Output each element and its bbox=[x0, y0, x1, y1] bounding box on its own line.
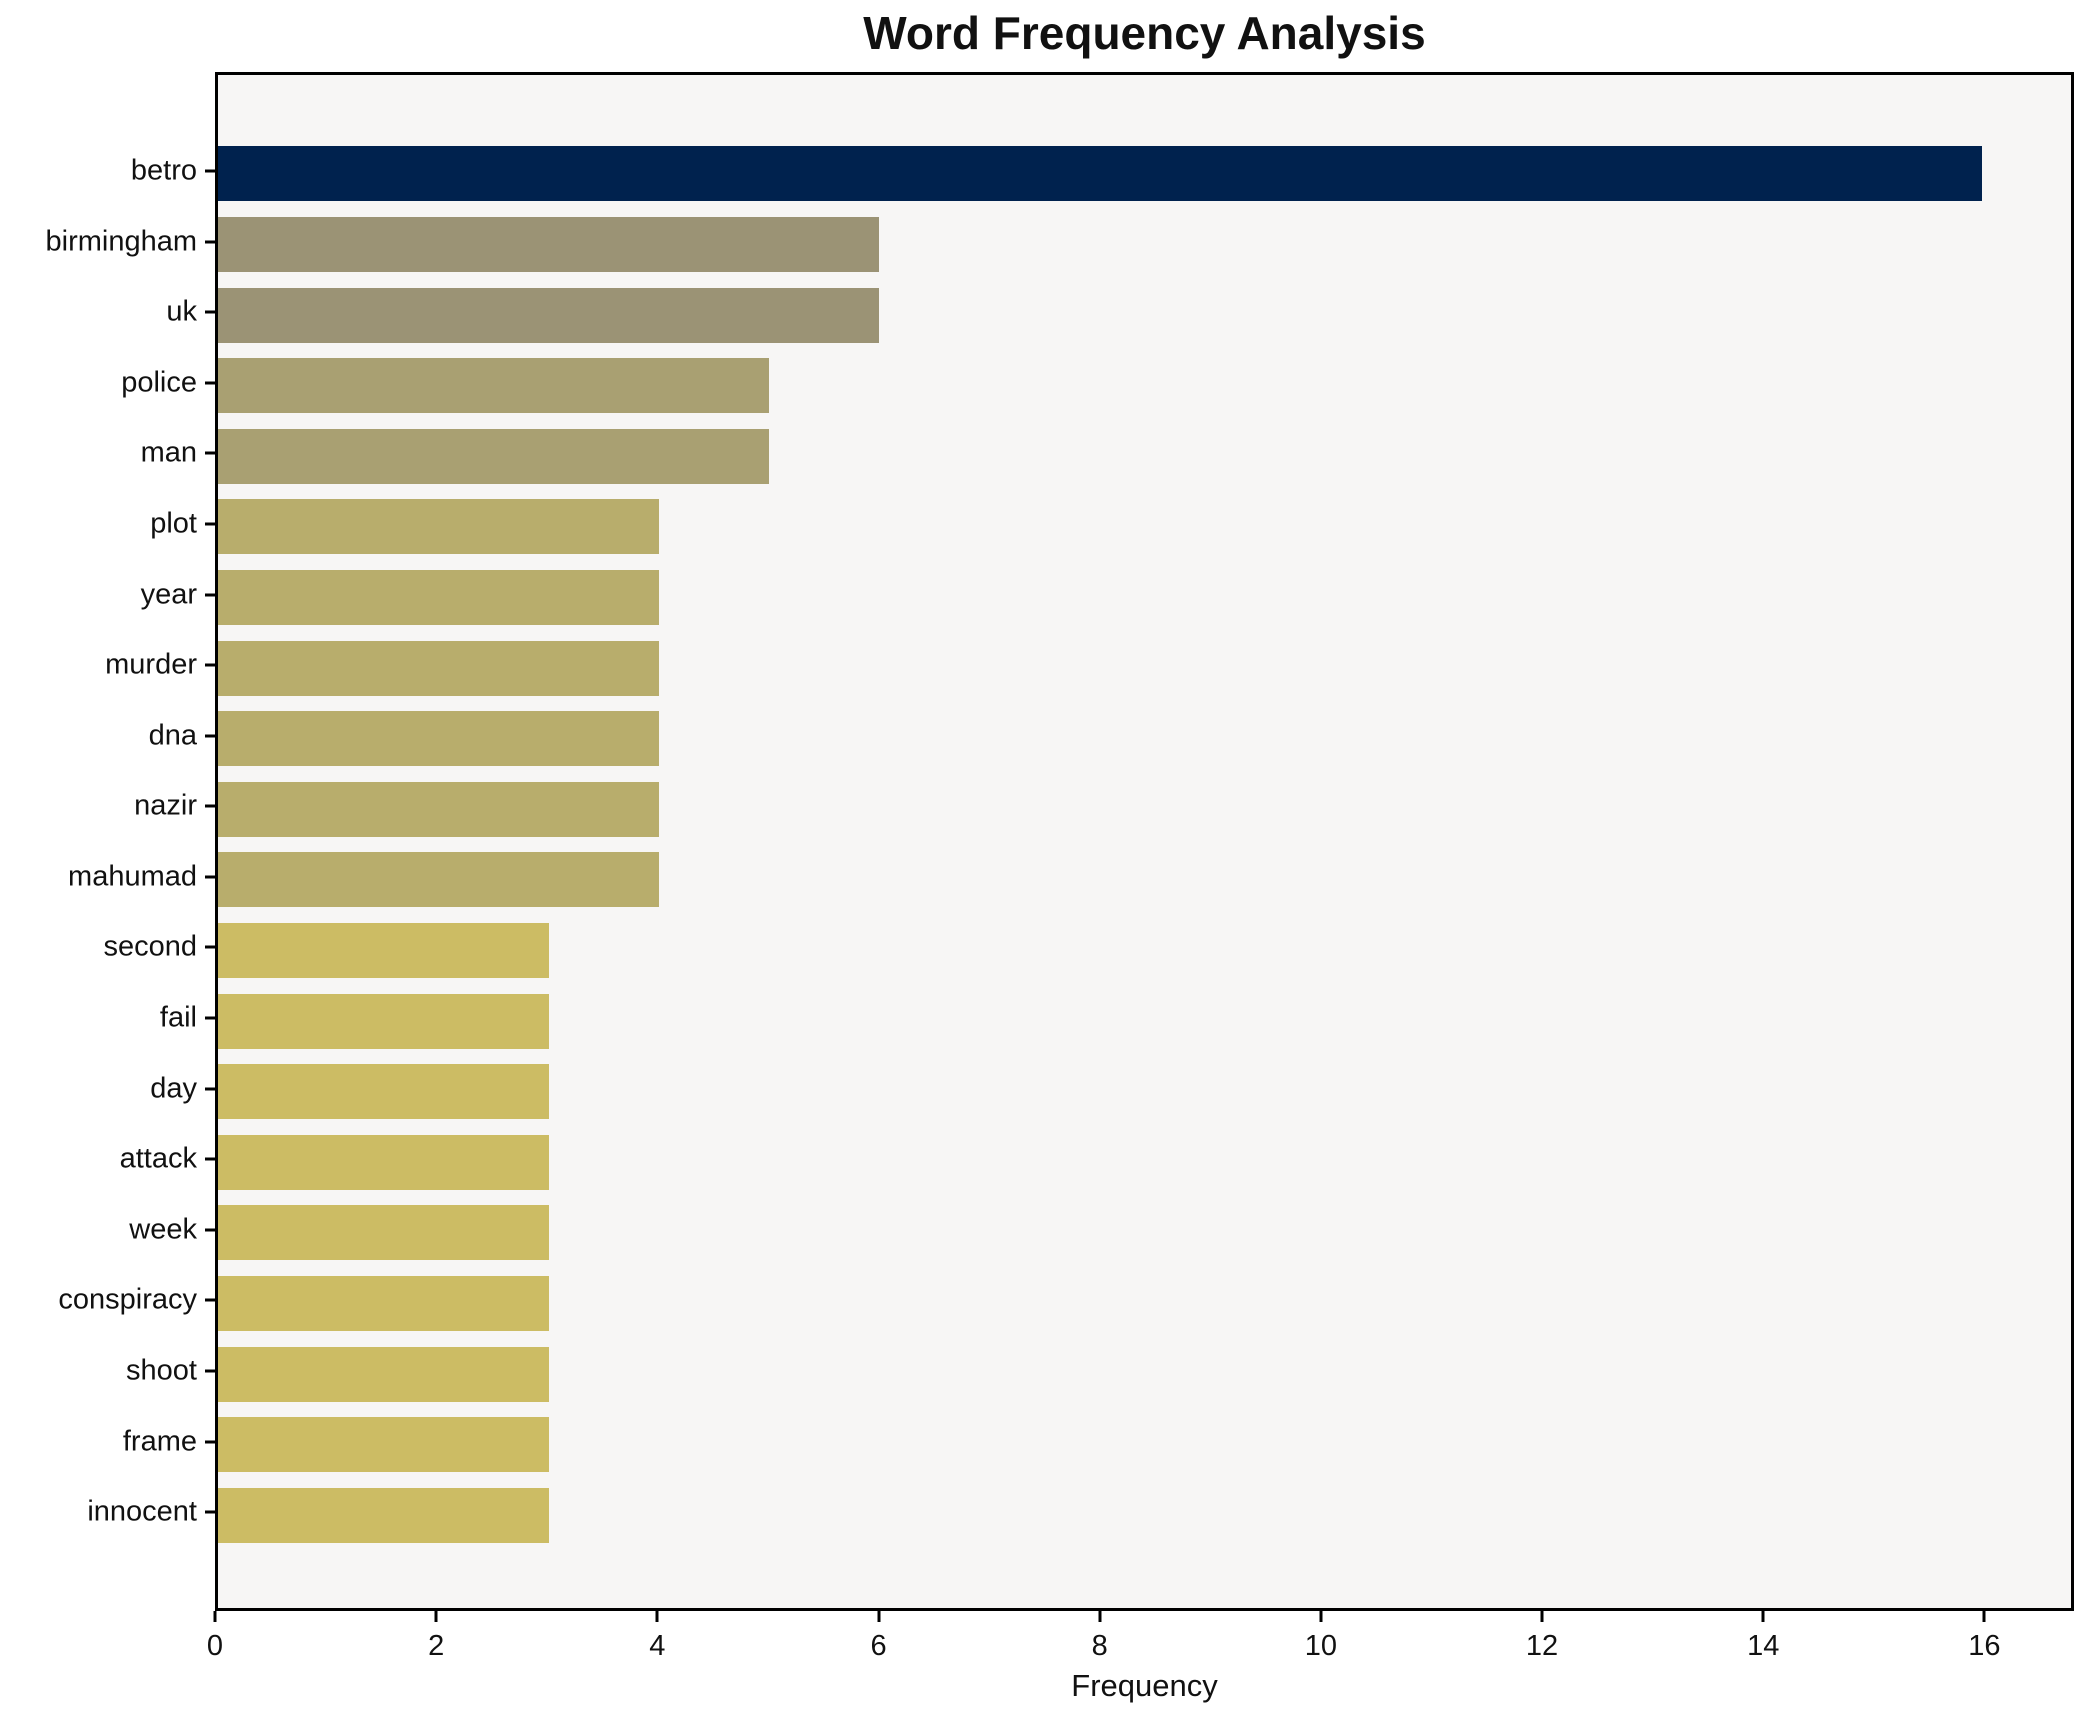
y-tick-label-week: week bbox=[129, 1213, 197, 1246]
y-tick-mark bbox=[205, 310, 215, 314]
x-tick-mark bbox=[1761, 1611, 1765, 1622]
y-tick-mark bbox=[205, 451, 215, 455]
y-tick-mark bbox=[205, 1440, 215, 1444]
bar-conspiracy bbox=[218, 1275, 549, 1331]
bar-man bbox=[218, 428, 770, 484]
y-tick-mark bbox=[205, 804, 215, 808]
y-tick-label-innocent: innocent bbox=[87, 1495, 197, 1528]
bar-plot bbox=[218, 499, 659, 555]
y-tick-mark bbox=[205, 593, 215, 597]
bar-second bbox=[218, 922, 549, 978]
x-tick-label-16: 16 bbox=[1968, 1630, 2001, 1662]
bar-nazir bbox=[218, 781, 659, 837]
x-tick-mark bbox=[1319, 1611, 1323, 1622]
x-tick-label-2: 2 bbox=[428, 1630, 445, 1662]
x-tick-label-4: 4 bbox=[649, 1630, 666, 1662]
y-tick-label-nazir: nazir bbox=[134, 789, 197, 822]
y-tick-label-betro: betro bbox=[130, 154, 197, 187]
x-tick-label-8: 8 bbox=[1091, 1630, 1108, 1662]
y-tick-mark bbox=[205, 1298, 215, 1302]
bar-betro bbox=[218, 146, 1982, 202]
bar-attack bbox=[218, 1134, 549, 1190]
y-tick-label-conspiracy: conspiracy bbox=[58, 1283, 197, 1316]
x-tick-mark bbox=[1982, 1611, 1986, 1622]
x-tick-label-6: 6 bbox=[870, 1630, 887, 1662]
y-tick-label-mahumad: mahumad bbox=[68, 860, 197, 893]
y-tick-label-murder: murder bbox=[105, 648, 197, 681]
y-tick-label-attack: attack bbox=[119, 1142, 197, 1175]
x-tick-mark bbox=[655, 1611, 659, 1622]
x-axis-label: Frequency bbox=[1071, 1668, 1218, 1703]
y-tick-label-second: second bbox=[103, 930, 197, 963]
bar-frame bbox=[218, 1417, 549, 1473]
bar-week bbox=[218, 1205, 549, 1261]
x-tick-mark bbox=[1540, 1611, 1544, 1622]
x-tick-mark bbox=[213, 1611, 217, 1622]
y-tick-mark bbox=[205, 734, 215, 738]
plot-area bbox=[215, 72, 2074, 1611]
x-tick-label-12: 12 bbox=[1525, 1630, 1559, 1662]
bar-uk bbox=[218, 287, 880, 343]
y-tick-mark bbox=[205, 875, 215, 879]
y-tick-label-fail: fail bbox=[159, 1001, 197, 1034]
chart-title: Word Frequency Analysis bbox=[863, 7, 1426, 59]
bar-mahumad bbox=[218, 852, 659, 908]
y-tick-label-man: man bbox=[140, 436, 197, 469]
y-tick-mark bbox=[205, 1228, 215, 1232]
y-tick-mark bbox=[205, 522, 215, 526]
x-tick-mark bbox=[434, 1611, 438, 1622]
y-tick-mark bbox=[205, 1157, 215, 1161]
x-tick-mark bbox=[1098, 1611, 1102, 1622]
bar-day bbox=[218, 1064, 549, 1120]
y-tick-label-plot: plot bbox=[150, 507, 197, 540]
bar-police bbox=[218, 358, 770, 414]
y-tick-mark bbox=[205, 1369, 215, 1373]
y-tick-label-year: year bbox=[140, 578, 197, 611]
y-tick-label-uk: uk bbox=[166, 295, 197, 328]
y-tick-label-day: day bbox=[150, 1072, 197, 1105]
x-tick-mark bbox=[877, 1611, 881, 1622]
y-tick-mark bbox=[205, 1510, 215, 1514]
y-tick-mark bbox=[205, 1016, 215, 1020]
bar-shoot bbox=[218, 1346, 549, 1402]
bar-dna bbox=[218, 711, 659, 767]
bar-year bbox=[218, 570, 659, 626]
y-tick-mark bbox=[205, 169, 215, 173]
bar-innocent bbox=[218, 1487, 549, 1543]
x-tick-label-14: 14 bbox=[1747, 1630, 1780, 1662]
y-tick-label-shoot: shoot bbox=[126, 1354, 197, 1387]
y-tick-mark bbox=[205, 1087, 215, 1091]
y-tick-label-police: police bbox=[121, 366, 197, 399]
y-tick-label-frame: frame bbox=[122, 1425, 197, 1458]
y-tick-label-birmingham: birmingham bbox=[45, 225, 198, 258]
bar-birmingham bbox=[218, 217, 880, 273]
y-tick-mark bbox=[205, 663, 215, 667]
x-tick-label-10: 10 bbox=[1304, 1630, 1338, 1662]
y-tick-mark bbox=[205, 381, 215, 385]
y-tick-mark bbox=[205, 240, 215, 244]
y-tick-label-dna: dna bbox=[148, 719, 197, 752]
bar-fail bbox=[218, 993, 549, 1049]
bar-murder bbox=[218, 640, 659, 696]
x-tick-label-0: 0 bbox=[206, 1630, 224, 1662]
y-tick-mark bbox=[205, 945, 215, 949]
